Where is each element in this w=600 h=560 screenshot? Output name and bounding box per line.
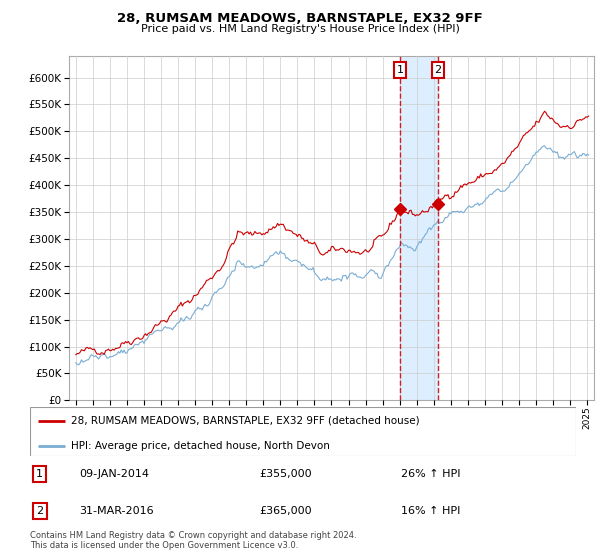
Text: £355,000: £355,000	[259, 469, 312, 479]
Text: 2: 2	[36, 506, 43, 516]
Text: 2: 2	[434, 65, 442, 75]
Text: 09-JAN-2014: 09-JAN-2014	[79, 469, 149, 479]
Text: £365,000: £365,000	[259, 506, 312, 516]
Text: Contains HM Land Registry data © Crown copyright and database right 2024.
This d: Contains HM Land Registry data © Crown c…	[30, 531, 356, 550]
Text: 16% ↑ HPI: 16% ↑ HPI	[401, 506, 461, 516]
Text: 28, RUMSAM MEADOWS, BARNSTAPLE, EX32 9FF (detached house): 28, RUMSAM MEADOWS, BARNSTAPLE, EX32 9FF…	[71, 416, 419, 426]
Text: 28, RUMSAM MEADOWS, BARNSTAPLE, EX32 9FF: 28, RUMSAM MEADOWS, BARNSTAPLE, EX32 9FF	[117, 12, 483, 25]
Text: 1: 1	[37, 469, 43, 479]
Text: Price paid vs. HM Land Registry's House Price Index (HPI): Price paid vs. HM Land Registry's House …	[140, 24, 460, 34]
Text: 31-MAR-2016: 31-MAR-2016	[79, 506, 154, 516]
Text: 26% ↑ HPI: 26% ↑ HPI	[401, 469, 461, 479]
Text: 1: 1	[397, 65, 404, 75]
Bar	[400, 56, 438, 400]
Text: HPI: Average price, detached house, North Devon: HPI: Average price, detached house, Nort…	[71, 441, 330, 451]
